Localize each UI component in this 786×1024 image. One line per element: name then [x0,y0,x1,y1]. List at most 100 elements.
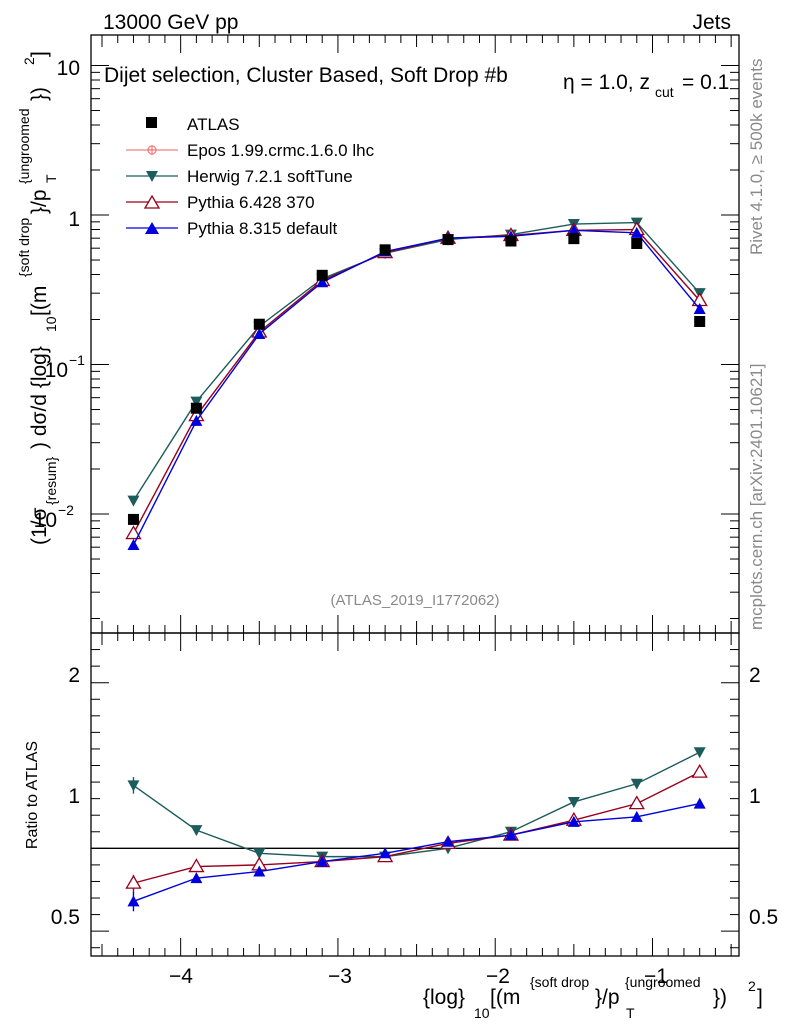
title-eta: η = 1.0, z [563,71,650,94]
xtick-label-minus2: −2 [486,965,510,988]
data-point-herwig-7-2-1-softtune [127,495,140,507]
legend-label-epos: Epos 1.99.crmc.1.6.0 lhc [187,141,375,160]
ratio-point-herwig-7-2-1-softtune [693,747,706,759]
ylabel-u2: {ungroomed [16,108,32,184]
main-y-axis-label: (1/σ {resum} ) dσ/d {log} 10 [(m {soft d… [16,51,59,545]
ratio-point-herwig-7-2-1-softtune [253,848,266,860]
data-point-pythia-8-315-default [567,224,580,236]
ratio-point-pythia-8-315-default [567,815,580,827]
data-point-atlas [694,315,706,327]
main-data-layer [125,217,708,551]
xtick-label-minus4: −4 [169,965,193,988]
ratio-point-pythia-8-315-default [379,847,392,859]
legend-marker-epos [147,145,157,155]
data-point-pythia-6-428-370 [125,525,142,540]
ytick-label-0.1: 10 [45,359,68,382]
legend-entry-pythia6: Pythia 6.428 370 [126,193,315,212]
ratio-point-pythia-6-428-370 [628,795,645,810]
ratio-ytick-0.5-left: 0.5 [51,906,80,929]
data-point-pythia-8-315-default [127,539,140,551]
ratio-line-pythia-6-428-370 [133,771,700,884]
ylabel-u1: {soft drop [16,218,32,277]
series-line-pythia-6-428-370 [132,228,701,534]
ratio-point-herwig-7-2-1-softtune [190,825,203,837]
xlabel-mid2: }/p [595,986,620,1009]
ytick-0.1-exp: −1 [69,352,85,368]
title-main: Dijet selection, Cluster Based, Soft Dro… [104,64,508,87]
ratio-ytick-1-right: 1 [749,785,761,808]
ratio-point-pythia-8-315-default [253,865,266,877]
ylabel-u3: 2 [21,57,37,65]
ratio-plot-frame [90,632,740,957]
legend-label-atlas: ATLAS [187,115,240,134]
xlabel-sub-T: T [626,1005,635,1021]
ytick-label-10: 10 [57,57,80,80]
ratio-point-pythia-8-315-default [127,895,140,907]
legend-entry-pythia8: Pythia 8.315 default [126,219,338,238]
ylabel-s1: {resum} [43,456,59,505]
ratio-point-herwig-7-2-1-softtune [567,796,580,808]
data-point-atlas [505,235,517,247]
xlabel-tail: }) [713,986,727,1009]
ratio-ytick-2-right: 2 [749,664,761,687]
ytick-0.1-base: 10 [45,359,68,382]
ratio-ytick-2-left: 2 [68,664,80,687]
ratio-point-pythia-6-428-370 [125,874,142,889]
data-point-pythia-8-315-default [190,414,203,426]
legend-entry-epos: Epos 1.99.crmc.1.6.0 lhc [126,141,375,160]
legend-label-herwig: Herwig 7.2.1 softTune [187,167,353,186]
ratio-point-herwig-7-2-1-softtune [127,780,140,792]
analysis-id: (ATLAS_2019_I1772062) [330,592,499,609]
title-zcut-sub: cut [655,84,674,100]
xlabel-end: ] [757,986,763,1009]
ratio-point-pythia-6-428-370 [188,858,205,873]
legend-label-pythia8: Pythia 8.315 default [187,219,338,238]
legend-marker-herwig [146,171,158,182]
header-jets: Jets [692,11,731,34]
ylabel-p3: [(m [28,286,51,316]
ratio-y-axis-label: Ratio to ATLAS [24,741,41,849]
ylabel-s2: 10 [43,316,59,332]
legend-entry-atlas: ATLAS [146,115,240,134]
xlabel-sub10: 10 [474,1005,490,1021]
legend-label-pythia6: Pythia 6.428 370 [187,193,315,212]
xlabel-sq: 2 [748,978,756,994]
ytick-0.01-base: 10 [34,509,57,532]
data-point-atlas [379,244,391,256]
series-line-pythia-8-315-default [132,229,701,546]
ratio-point-pythia-8-315-default [442,835,455,847]
rivet-version-label: Rivet 4.1.0, ≥ 500k events [747,59,766,255]
data-point-atlas [442,234,454,246]
x-axis-label: {log} 10 [(m {soft drop }/p T {ungroomed… [423,974,763,1021]
ratio-point-pythia-8-315-default [630,810,643,822]
ytick-label-1: 1 [68,208,80,231]
title-zcut-tail: = 0.1 [682,71,729,94]
data-point-atlas [568,233,580,245]
mcplots-label: mcplots.cern.ch [arXiv:2401.10621] [747,364,766,630]
ytick-label-0.01: 10 [34,509,57,532]
data-point-atlas [316,269,328,281]
ylabel-p2: ) dσ/d {log} [28,346,51,449]
ratio-axis-ticks [91,633,739,956]
ratio-point-pythia-8-315-default [190,872,203,884]
data-point-pythia-8-315-default [316,276,329,288]
xlabel-mid: [(m [490,986,520,1009]
xlabel-sup-ungroomed: {ungroomed [625,974,701,990]
data-point-atlas [631,237,643,249]
xtick-label-minus1: −1 [644,965,668,988]
legend-marker-pythia6 [143,194,161,209]
data-point-herwig-7-2-1-softtune [190,396,203,408]
legend: ATLAS Epos 1.99.crmc.1.6.0 lhc Herwig 7.… [126,115,375,238]
xtick-label-minus3: −3 [328,965,352,988]
ratio-line-herwig-7-2-1-softtune [133,751,700,858]
ratio-ytick-0.5-right: 0.5 [749,906,778,929]
ratio-point-herwig-7-2-1-softtune [630,778,643,790]
ratio-point-pythia-6-428-370 [691,763,708,778]
ratio-point-pythia-8-315-default [693,797,706,809]
data-point-atlas [190,402,202,414]
legend-marker-atlas [146,117,157,128]
ylabel-p5: }) [28,87,51,101]
main-axis-ticks [91,35,739,633]
ytick-0.01-exp: −2 [58,502,74,518]
